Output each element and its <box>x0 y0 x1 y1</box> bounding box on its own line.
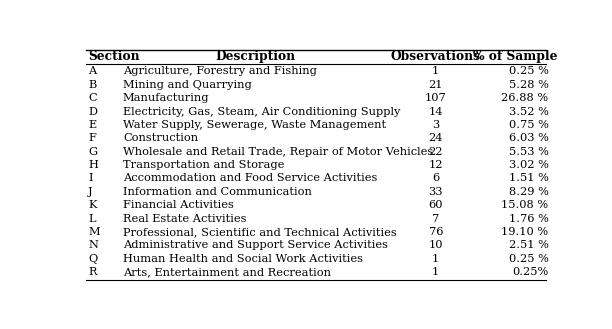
Text: 1.76 %: 1.76 % <box>509 214 548 224</box>
Text: J: J <box>88 187 93 197</box>
Text: 33: 33 <box>428 187 443 197</box>
Text: 12: 12 <box>428 160 443 170</box>
Text: G: G <box>88 147 97 157</box>
Text: D: D <box>88 107 97 116</box>
Text: Observations: Observations <box>391 50 481 63</box>
Text: K: K <box>88 200 97 210</box>
Text: 1: 1 <box>432 66 439 76</box>
Text: H: H <box>88 160 99 170</box>
Text: 5.53 %: 5.53 % <box>509 147 548 157</box>
Text: 0.75 %: 0.75 % <box>509 120 548 130</box>
Text: Human Health and Social Work Activities: Human Health and Social Work Activities <box>123 254 363 264</box>
Text: Transportation and Storage: Transportation and Storage <box>123 160 285 170</box>
Text: C: C <box>88 93 97 103</box>
Text: Information and Communication: Information and Communication <box>123 187 312 197</box>
Text: 60: 60 <box>428 200 443 210</box>
Text: 0.25 %: 0.25 % <box>509 66 548 76</box>
Text: M: M <box>88 227 100 237</box>
Text: 10: 10 <box>428 240 443 250</box>
Text: 0.25 %: 0.25 % <box>509 254 548 264</box>
Text: % of Sample: % of Sample <box>473 50 558 63</box>
Text: 1: 1 <box>432 254 439 264</box>
Text: 26.88 %: 26.88 % <box>501 93 548 103</box>
Text: 6: 6 <box>432 173 439 184</box>
Text: 19.10 %: 19.10 % <box>501 227 548 237</box>
Text: Q: Q <box>88 254 97 264</box>
Text: 14: 14 <box>428 107 443 116</box>
Text: Section: Section <box>88 50 140 63</box>
Text: L: L <box>88 214 96 224</box>
Text: B: B <box>88 80 97 90</box>
Text: Water Supply, Sewerage, Waste Management: Water Supply, Sewerage, Waste Management <box>123 120 386 130</box>
Text: 15.08 %: 15.08 % <box>501 200 548 210</box>
Text: Construction: Construction <box>123 133 198 143</box>
Text: Financial Activities: Financial Activities <box>123 200 234 210</box>
Text: 22: 22 <box>428 147 443 157</box>
Text: Description: Description <box>215 50 296 63</box>
Text: 8.29 %: 8.29 % <box>509 187 548 197</box>
Text: 24: 24 <box>428 133 443 143</box>
Text: Real Estate Activities: Real Estate Activities <box>123 214 247 224</box>
Text: N: N <box>88 240 99 250</box>
Text: F: F <box>88 133 96 143</box>
Text: 3.02 %: 3.02 % <box>509 160 548 170</box>
Text: 6.03 %: 6.03 % <box>509 133 548 143</box>
Text: 21: 21 <box>428 80 443 90</box>
Text: Wholesale and Retail Trade, Repair of Motor Vehicles: Wholesale and Retail Trade, Repair of Mo… <box>123 147 433 157</box>
Text: A: A <box>88 66 97 76</box>
Text: 3: 3 <box>432 120 439 130</box>
Text: R: R <box>88 267 97 277</box>
Text: 0.25%: 0.25% <box>512 267 548 277</box>
Text: Manufacturing: Manufacturing <box>123 93 209 103</box>
Text: 5.28 %: 5.28 % <box>509 80 548 90</box>
Text: 107: 107 <box>425 93 447 103</box>
Text: I: I <box>88 173 93 184</box>
Text: Accommodation and Food Service Activities: Accommodation and Food Service Activitie… <box>123 173 378 184</box>
Text: 3.52 %: 3.52 % <box>509 107 548 116</box>
Text: Mining and Quarrying: Mining and Quarrying <box>123 80 252 90</box>
Text: 7: 7 <box>432 214 439 224</box>
Text: 1: 1 <box>432 267 439 277</box>
Text: Electricity, Gas, Steam, Air Conditioning Supply: Electricity, Gas, Steam, Air Conditionin… <box>123 107 400 116</box>
Text: Professional, Scientific and Technical Activities: Professional, Scientific and Technical A… <box>123 227 397 237</box>
Text: Administrative and Support Service Activities: Administrative and Support Service Activ… <box>123 240 388 250</box>
Text: E: E <box>88 120 97 130</box>
Text: Arts, Entertainment and Recreation: Arts, Entertainment and Recreation <box>123 267 331 277</box>
Text: 76: 76 <box>428 227 443 237</box>
Text: 1.51 %: 1.51 % <box>509 173 548 184</box>
Text: 2.51 %: 2.51 % <box>509 240 548 250</box>
Text: Agriculture, Forestry and Fishing: Agriculture, Forestry and Fishing <box>123 66 317 76</box>
